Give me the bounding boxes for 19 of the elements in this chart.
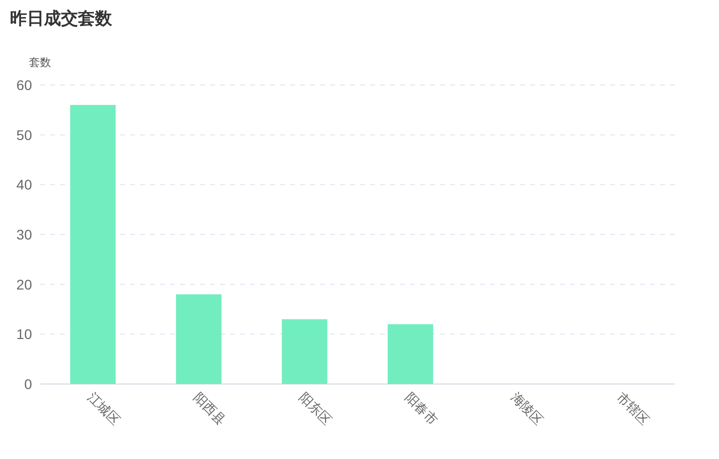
y-tick-label: 40 <box>16 176 32 193</box>
bar <box>282 319 328 384</box>
y-tick-label: 50 <box>16 126 32 143</box>
x-tick-label: 市辖区 <box>614 390 652 428</box>
y-tick-label: 60 <box>16 77 32 93</box>
chart-title: 昨日成交套数 <box>10 9 113 28</box>
y-tick-label: 20 <box>16 276 32 292</box>
x-tick-label: 江城区 <box>84 390 123 428</box>
y-axis-title: 套数 <box>29 57 51 69</box>
x-tick-label: 阳东区 <box>296 390 335 428</box>
bar <box>388 324 434 384</box>
y-tick-label: 10 <box>16 326 32 342</box>
y-tick-label: 30 <box>16 226 32 242</box>
bar <box>70 104 116 384</box>
x-tick-label: 阳春市 <box>402 390 440 428</box>
x-tick-label: 海陵区 <box>508 390 546 428</box>
y-tick-label: 0 <box>24 376 32 392</box>
x-tick-label: 阳西县 <box>190 390 229 428</box>
bar <box>176 294 222 384</box>
